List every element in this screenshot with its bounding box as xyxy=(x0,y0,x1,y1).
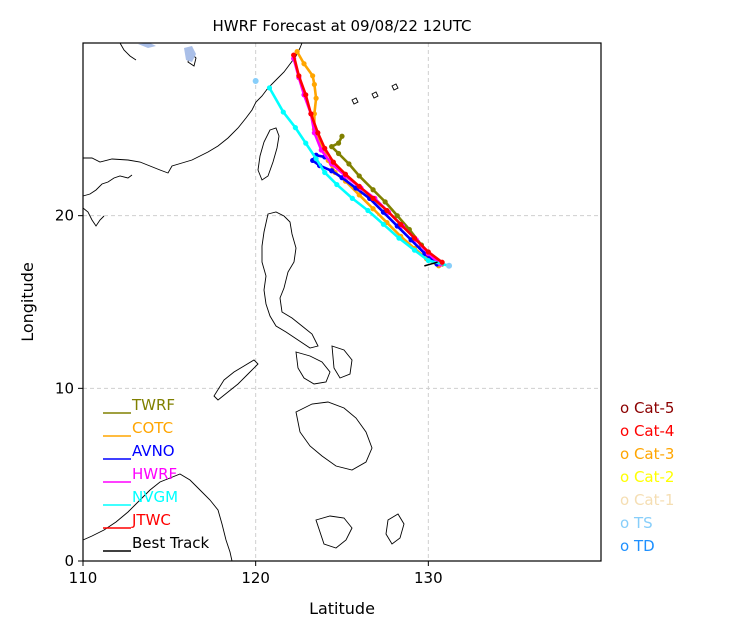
track-start-point xyxy=(446,262,453,269)
track-point-jtwc xyxy=(291,52,297,58)
track-point-jtwc xyxy=(342,171,349,177)
category-label: o Cat-4 xyxy=(620,422,674,440)
track-point-jtwc xyxy=(308,111,314,117)
track-point-twrf xyxy=(382,199,388,205)
plot-border xyxy=(82,42,602,562)
track-point-twrf xyxy=(339,133,345,139)
china-coast xyxy=(83,42,303,174)
track-point-nvgm xyxy=(380,221,387,227)
halmahera-outline xyxy=(385,513,405,545)
borneo-coast xyxy=(82,473,233,562)
track-point-nvgm xyxy=(425,257,431,264)
category-label: o TD xyxy=(620,537,655,555)
category-label: o Cat-2 xyxy=(620,468,674,486)
forecast-tracks xyxy=(252,49,453,269)
samar-outline xyxy=(331,345,353,379)
track-point-jtwc xyxy=(398,221,404,227)
x-tick-label: 110 xyxy=(69,569,98,587)
track-point-nvgm xyxy=(280,109,286,115)
track-point-jtwc xyxy=(439,259,445,265)
track-point-cotc xyxy=(301,61,307,67)
track-point-twrf xyxy=(335,140,342,146)
legend-label: TWRF xyxy=(131,396,175,414)
model-legend: TWRF COTC AVNO HWRF NVGM JTWC Best Track xyxy=(103,396,210,552)
legend-label: AVNO xyxy=(132,442,175,460)
ryukyu-islands xyxy=(351,83,399,105)
lake-shape xyxy=(138,43,156,48)
legend-label: Best Track xyxy=(132,534,210,552)
palawan-outline xyxy=(213,359,259,401)
track-point-jtwc xyxy=(411,235,418,241)
track-point-twrf xyxy=(335,150,342,157)
mindanao-outline xyxy=(295,401,373,471)
track-point-cotc xyxy=(310,73,316,79)
legend-label: JTWC xyxy=(131,511,171,529)
y-tick-label: 0 xyxy=(64,552,74,570)
track-point-nvgm xyxy=(303,140,309,146)
track-point-nvgm xyxy=(349,195,355,201)
track-point-cotc xyxy=(370,206,376,212)
lake-shape xyxy=(184,46,196,62)
track-end-point xyxy=(252,77,259,84)
category-label: o Cat-1 xyxy=(620,491,674,509)
grid-lines xyxy=(83,43,601,561)
intensity-category-legend: o Cat-5 o Cat-4 o Cat-3 o Cat-2 o Cat-1 o TS o… xyxy=(620,399,674,555)
hainan-coast xyxy=(82,207,105,227)
track-point-twrf xyxy=(356,173,362,179)
x-tick-label: 120 xyxy=(241,569,270,587)
luzon-outline xyxy=(261,211,319,349)
track-point-jtwc xyxy=(370,195,376,201)
visayas-outline xyxy=(295,351,331,385)
lakes xyxy=(138,43,196,62)
track-point-nvgm xyxy=(411,247,418,253)
y-tick-label: 20 xyxy=(55,207,74,225)
track-nvgm xyxy=(268,86,451,268)
plot-area xyxy=(83,43,601,561)
y-axis-title: Longitude xyxy=(18,262,37,342)
track-point-cotc xyxy=(294,49,300,55)
y-axis-ticks: 0 10 20 xyxy=(55,207,83,570)
legend-label: NVGM xyxy=(132,488,178,506)
track-point-jtwc xyxy=(425,249,431,255)
track-point-jtwc xyxy=(315,130,321,136)
track-point-cotc xyxy=(356,192,362,198)
track-point-jtwc xyxy=(296,73,302,79)
track-point-twrf xyxy=(370,187,376,193)
track-point-nvgm xyxy=(365,207,371,214)
track-point-nvgm xyxy=(396,235,402,241)
coastlines xyxy=(82,42,405,562)
track-point-nvgm xyxy=(322,169,328,176)
china-south-coast xyxy=(82,174,133,197)
y-tick-label: 10 xyxy=(55,379,74,397)
sulawesi-outline xyxy=(315,515,353,549)
category-label: o Cat-5 xyxy=(620,399,674,417)
track-point-nvgm xyxy=(334,181,340,188)
taiwan-outline xyxy=(257,127,280,181)
track-point-twrf xyxy=(329,144,335,150)
track-point-nvgm xyxy=(313,156,319,162)
x-axis-ticks: 110 120 130 xyxy=(69,561,443,587)
track-point-twrf xyxy=(346,161,352,167)
track-point-cotc xyxy=(311,81,317,88)
chart-title: HWRF Forecast at 09/08/22 12UTC xyxy=(213,17,472,35)
track-point-jtwc xyxy=(322,145,328,151)
track-best-track xyxy=(424,261,438,267)
track-point-twrf xyxy=(394,213,400,219)
track-point-cotc xyxy=(313,95,319,101)
x-axis-title: Latitude xyxy=(309,599,375,618)
legend-label: HWRF xyxy=(132,465,177,483)
category-label: o TS xyxy=(620,514,653,532)
category-label: o Cat-3 xyxy=(620,445,674,463)
track-point-nvgm xyxy=(292,125,298,131)
track-point-avno xyxy=(329,168,335,174)
x-tick-label: 130 xyxy=(414,569,443,587)
track-point-jtwc xyxy=(303,92,309,98)
track-point-jtwc xyxy=(384,207,390,214)
track-point-jtwc xyxy=(330,159,336,165)
track-point-jtwc xyxy=(356,183,362,189)
track-point-nvgm xyxy=(266,85,273,91)
legend-label: COTC xyxy=(132,419,173,437)
